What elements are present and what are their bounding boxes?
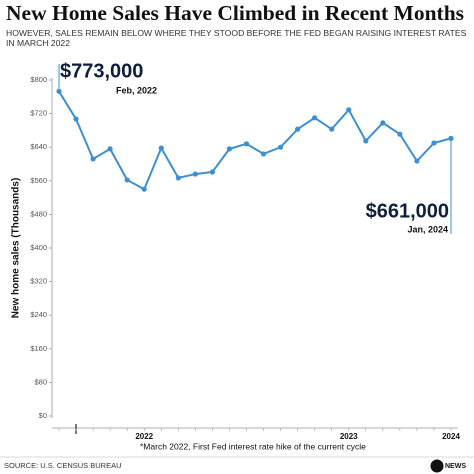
source: SOURCE: U.S. CENSUS BUREAU <box>4 461 122 470</box>
data-point <box>107 146 113 152</box>
data-point <box>260 151 267 157</box>
x-tick-label: 2022 <box>135 432 153 441</box>
data-point <box>175 175 181 181</box>
data-point <box>431 140 437 146</box>
y-axis-label: New home sales (Thousands) <box>11 178 22 319</box>
data-point <box>329 126 335 132</box>
y-tick-label: $0 <box>39 411 47 420</box>
value-note: Jan, 2024 <box>407 224 448 234</box>
y-tick-label: $320 <box>30 277 47 286</box>
footnote: *March 2022, First Fed interest rate hik… <box>140 441 366 451</box>
chart-subtitle: HOWEVER, SALES REMAIN BELOW WHERE THEY S… <box>6 28 467 48</box>
y-tick-label: $480 <box>30 209 47 218</box>
logo-text: NEWS <box>445 463 466 470</box>
data-point <box>312 115 318 121</box>
data-point <box>380 120 386 126</box>
y-tick-label: $240 <box>30 310 47 319</box>
data-point <box>226 146 233 152</box>
subtitle-box: HOWEVER, SALES REMAIN BELOW WHERE THEY S… <box>6 28 467 48</box>
value-note: Feb, 2022 <box>116 85 157 95</box>
data-point <box>363 138 369 144</box>
data-point <box>158 145 164 151</box>
data-line <box>58 90 452 191</box>
data-point <box>90 156 96 162</box>
data-point <box>124 177 130 183</box>
data-point <box>141 186 147 192</box>
data-point <box>243 141 250 147</box>
y-tick-label: $160 <box>30 344 47 353</box>
data-point <box>192 171 198 177</box>
data-point <box>209 169 215 175</box>
y-tick-label: $800 <box>30 75 47 84</box>
data-point <box>397 131 403 137</box>
y-tick-label: $560 <box>30 176 47 185</box>
y-tick-label: $80 <box>34 377 47 386</box>
logo-mark <box>430 459 444 473</box>
y-tick-label: $400 <box>30 243 47 252</box>
data-point <box>277 144 284 150</box>
data-point <box>73 116 79 122</box>
x-tick-label: 2023 <box>340 432 358 441</box>
data-point <box>295 126 301 132</box>
value-label: $661,000 <box>366 200 449 222</box>
y-tick-label: $640 <box>30 142 47 151</box>
chart-title: New Home Sales Have Climbed in Recent Mo… <box>6 1 464 25</box>
data-point <box>414 158 420 164</box>
value-label: $773,000 <box>60 60 143 82</box>
y-tick-label: $720 <box>30 109 47 118</box>
x-tick-label: 2024 <box>442 432 460 441</box>
data-point <box>346 107 352 113</box>
